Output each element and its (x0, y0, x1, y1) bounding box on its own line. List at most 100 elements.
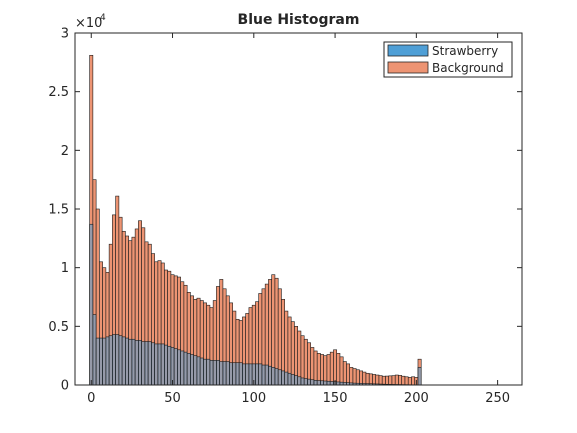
bar-strawberry-8 (102, 337, 107, 386)
bar-background-154 (339, 356, 344, 386)
bar-strawberry-60 (186, 353, 191, 386)
bar-strawberry-144 (323, 380, 328, 386)
bar-background-168 (362, 371, 367, 386)
y-tick-label-5000: 0.5 (48, 320, 69, 335)
bar-strawberry-148 (329, 381, 334, 386)
bar-strawberry-22 (125, 337, 129, 386)
bar-strawberry-74 (209, 360, 214, 386)
bar-background-192 (401, 375, 406, 386)
bar-strawberry-24 (128, 338, 133, 386)
bar-strawberry-38 (151, 342, 155, 386)
bar-background-144 (323, 355, 328, 386)
bar-background-160 (349, 367, 354, 386)
x-tick-label-50: 50 (164, 391, 181, 406)
bar-strawberry-28 (134, 340, 139, 386)
y-exponent-power: 4 (100, 13, 106, 23)
bar-strawberry-50 (170, 347, 175, 386)
bar-strawberry-54 (177, 349, 181, 386)
bar-background-164 (355, 369, 360, 386)
y-tick-label-10000: 1 (61, 261, 69, 276)
bar-strawberry-78 (216, 360, 220, 386)
bar-strawberry-68 (199, 357, 204, 386)
bar-strawberry-114 (274, 368, 279, 386)
bar-strawberry-4 (95, 337, 100, 386)
bar-strawberry-0 (89, 223, 94, 386)
bar-strawberry-30 (138, 340, 142, 386)
bar-strawberry-64 (193, 355, 198, 386)
bar-strawberry-134 (307, 378, 311, 386)
legend-swatch-strawberry (387, 44, 429, 57)
chart-title: Blue Histogram (238, 12, 360, 28)
bar-background-180 (381, 375, 386, 386)
bar-background-138 (313, 350, 318, 386)
bar-background-166 (359, 370, 364, 386)
y-tick-label-30000: 3 (61, 27, 69, 42)
bar-background-158 (346, 363, 351, 386)
bar-background-172 (368, 373, 373, 386)
bar-strawberry-14 (112, 334, 116, 386)
bar-strawberry-112 (271, 367, 276, 386)
bar-strawberry-126 (294, 375, 298, 386)
bar-strawberry-104 (258, 363, 263, 386)
bar-strawberry-92 (238, 362, 243, 386)
bar-strawberry-202 (417, 367, 422, 386)
bar-strawberry-90 (235, 362, 240, 386)
bar-background-178 (378, 375, 383, 386)
bar-background-148 (329, 351, 334, 386)
bar-background-186 (391, 375, 396, 386)
bar-background-190 (398, 375, 403, 386)
bar-background-182 (385, 375, 390, 386)
bar-strawberry-130 (300, 377, 305, 386)
bar-strawberry-10 (105, 336, 110, 386)
bar-strawberry-136 (310, 379, 315, 386)
legend-label-strawberry: Strawberry (432, 44, 498, 58)
bar-strawberry-80 (219, 361, 224, 386)
bar-background-176 (375, 374, 380, 386)
bar-background-130 (300, 335, 305, 386)
bar-background-150 (333, 349, 338, 386)
bar-strawberry-124 (290, 374, 295, 386)
bar-strawberry-122 (287, 372, 292, 386)
y-exponent-base: ×10 (75, 16, 102, 31)
legend: Strawberry Background (383, 41, 513, 78)
bar-background-174 (372, 374, 377, 386)
bar-strawberry-98 (248, 363, 253, 386)
x-tick-label-200: 200 (404, 391, 429, 406)
bar-strawberry-120 (284, 371, 289, 386)
bar-strawberry-66 (196, 356, 201, 386)
y-tick-label-20000: 2 (61, 144, 69, 159)
bar-strawberry-72 (206, 358, 211, 386)
bar-strawberry-34 (144, 341, 149, 386)
bar-strawberry-132 (303, 378, 308, 386)
bar-strawberry-48 (167, 345, 172, 386)
bar-background-146 (326, 354, 331, 386)
bar-strawberry-110 (268, 365, 272, 386)
bar-strawberry-96 (245, 363, 250, 386)
bar-strawberry-116 (277, 369, 282, 386)
bar-strawberry-146 (326, 380, 331, 386)
bar-strawberry-56 (180, 350, 185, 386)
bar-strawberry-140 (316, 380, 321, 386)
bar-strawberry-46 (164, 344, 168, 386)
bar-strawberry-118 (281, 370, 285, 386)
bar-strawberry-70 (203, 358, 207, 386)
bar-strawberry-40 (154, 343, 159, 386)
bar-strawberry-44 (160, 343, 165, 386)
bar-strawberry-82 (222, 361, 227, 386)
legend-label-background: Background (432, 61, 504, 75)
bar-strawberry-18 (118, 335, 123, 386)
bar-background-152 (336, 353, 341, 386)
bar-strawberry-36 (147, 341, 152, 386)
bar-strawberry-52 (173, 348, 178, 386)
bar-strawberry-108 (264, 364, 269, 386)
x-tick-label-0: 0 (87, 391, 95, 406)
bar-background-170 (365, 372, 370, 386)
y-tick-label-0: 0 (61, 379, 69, 394)
bar-strawberry-138 (313, 380, 318, 386)
bar-background-162 (352, 368, 357, 386)
y-exponent-label: ×10 4 (75, 13, 106, 31)
ticks-layer: 0 50 100 150 200 250 0 0.5 1 1.5 2 2.5 3 (48, 27, 522, 406)
bar-strawberry-62 (190, 354, 194, 386)
bar-background-136 (310, 347, 315, 386)
